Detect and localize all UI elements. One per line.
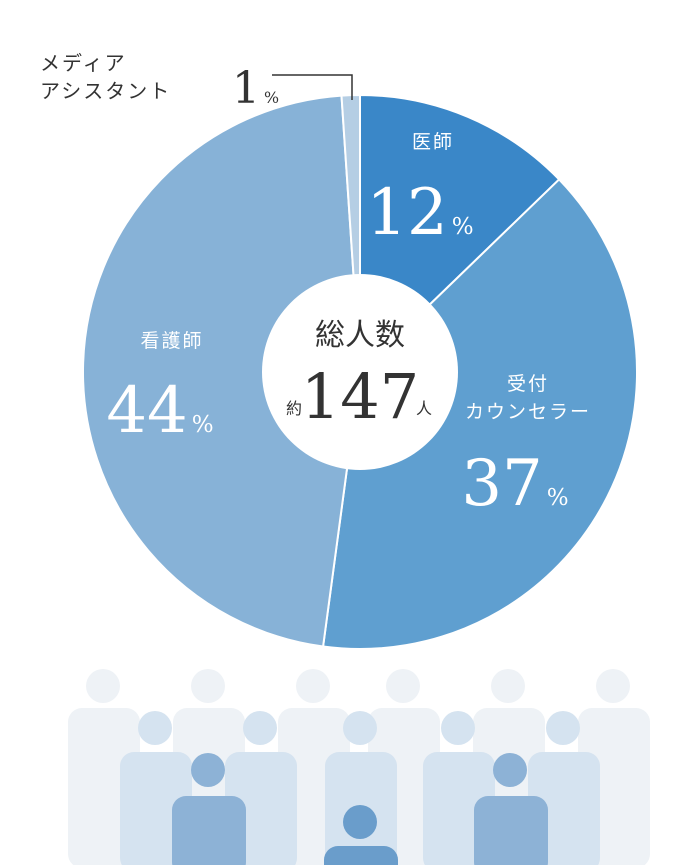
slice-label: メディア (40, 51, 127, 75)
value-unit: % (452, 214, 474, 240)
slice-value: 1% (232, 63, 279, 114)
slice-label: アシスタント (40, 79, 171, 103)
center-prefix: 約 (286, 399, 302, 418)
leader-line (272, 74, 353, 100)
slice-label: 受付 (507, 373, 549, 395)
center-value: 147 (301, 360, 419, 433)
slice-value: 12% (366, 176, 473, 250)
pie-slice (82, 94, 362, 648)
center-suffix: 人 (416, 399, 432, 418)
slice-value: 37% (461, 447, 568, 521)
value-unit: % (264, 88, 279, 107)
slice-value: 44% (106, 374, 213, 448)
value-number: 12 (366, 176, 447, 250)
value-number: 37 (461, 447, 542, 521)
pie (82, 93, 638, 650)
value-unit: % (547, 485, 569, 511)
slice-label: 看護師 (140, 330, 203, 352)
slice-label: 医師 (412, 131, 454, 153)
value-unit: % (192, 412, 214, 438)
value-number: 44 (106, 374, 187, 448)
value-number: 1 (232, 63, 260, 114)
center-circle (262, 274, 458, 470)
people-illustration (68, 669, 650, 865)
pie-slice (321, 178, 638, 650)
slice-label: カウンセラー (465, 401, 591, 423)
center-title: 総人数 (315, 318, 405, 353)
